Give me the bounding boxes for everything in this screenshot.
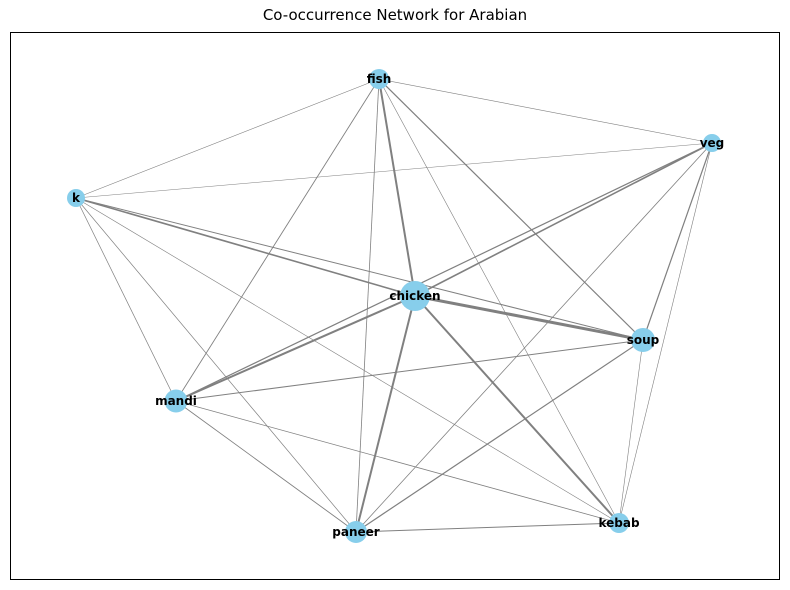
node-label-chicken: chicken bbox=[389, 289, 440, 303]
edge-k-mandi bbox=[75, 197, 177, 402]
edge-soup-kebab bbox=[618, 339, 644, 524]
edge-fish-k bbox=[75, 78, 380, 199]
edge-veg-k bbox=[75, 142, 713, 199]
edge-paneer-kebab bbox=[355, 522, 620, 533]
node-k bbox=[67, 189, 85, 207]
edge-chicken-veg bbox=[414, 142, 713, 297]
node-label-fish: fish bbox=[367, 72, 392, 86]
edge-chicken-soup bbox=[414, 294, 644, 342]
edge-chicken-kebab bbox=[414, 295, 620, 524]
edge-veg-mandi bbox=[175, 142, 713, 402]
edge-k-soup bbox=[75, 197, 644, 341]
node-label-kebab: kebab bbox=[598, 516, 639, 530]
edge-chicken-mandi bbox=[175, 295, 416, 402]
node-paneer bbox=[345, 521, 367, 543]
edge-fish-veg bbox=[378, 78, 713, 144]
node-kebab bbox=[609, 513, 629, 533]
edge-veg-soup bbox=[642, 142, 713, 341]
edge-veg-kebab bbox=[618, 142, 713, 524]
node-veg bbox=[703, 134, 721, 152]
edge-chicken-k bbox=[75, 197, 416, 297]
edge-fish-paneer bbox=[355, 78, 380, 533]
edge-fish-kebab bbox=[378, 78, 620, 524]
node-chicken bbox=[400, 281, 430, 311]
edge-mandi-paneer bbox=[175, 400, 357, 533]
edge-fish-mandi bbox=[175, 78, 380, 402]
node-fish bbox=[369, 69, 389, 89]
node-label-veg: veg bbox=[700, 136, 725, 150]
node-layer: fish veg k chicken soup mandi paneer kebab bbox=[67, 69, 724, 543]
plot-frame bbox=[10, 32, 780, 580]
edge-k-kebab bbox=[75, 197, 620, 524]
node-mandi bbox=[164, 389, 188, 413]
edge-chicken-fish bbox=[378, 78, 416, 297]
node-label-mandi: mandi bbox=[155, 394, 197, 408]
node-label-paneer: paneer bbox=[332, 525, 380, 539]
edge-soup-paneer bbox=[355, 339, 644, 533]
edge-mandi-kebab bbox=[175, 400, 620, 524]
edge-fish-soup bbox=[378, 78, 644, 341]
node-label-k: k bbox=[72, 191, 81, 205]
edge-layer bbox=[75, 78, 713, 533]
edge-chicken-paneer bbox=[355, 295, 416, 533]
edge-k-paneer bbox=[75, 197, 357, 533]
edge-soup-mandi bbox=[175, 339, 644, 402]
node-soup bbox=[631, 328, 655, 352]
chart-title: Co-occurrence Network for Arabian bbox=[262, 6, 528, 24]
node-label-soup: soup bbox=[627, 333, 660, 347]
